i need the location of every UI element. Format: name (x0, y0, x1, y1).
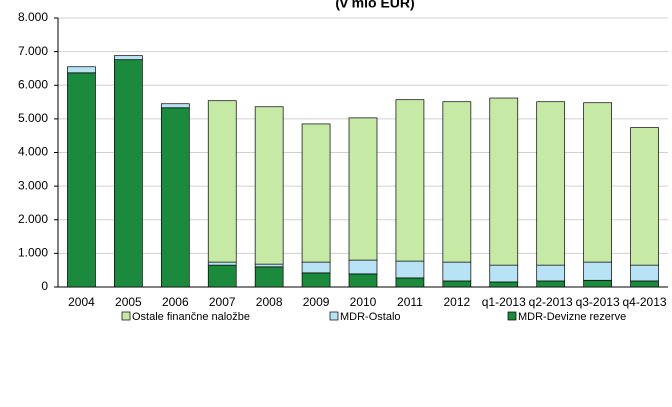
x-tick-label: 2009 (303, 295, 330, 309)
x-tick-label: 2005 (115, 295, 142, 309)
bar-segment (489, 97, 519, 266)
legend-label: MDR-Ostalo (340, 311, 401, 323)
bar-segment (630, 280, 659, 288)
x-tick-label: 2004 (68, 295, 95, 309)
bar-segment (114, 59, 143, 288)
x-tick-label: 2011 (397, 295, 423, 309)
bar-segment (442, 101, 472, 263)
bar-segment (348, 259, 378, 275)
bar-segment (489, 281, 519, 288)
bar-segment (254, 266, 284, 288)
bar-segment (207, 100, 237, 263)
legend-swatch (121, 311, 131, 321)
bar-segment (348, 273, 378, 288)
bar-segment (114, 55, 143, 61)
bar-segment (348, 117, 378, 261)
x-tick-label: q2-2013 (529, 295, 573, 309)
legend-swatch (507, 311, 517, 321)
bar-segment (536, 101, 566, 266)
bar-segment (301, 123, 331, 263)
bar-segment (395, 277, 425, 288)
bar-segment (442, 261, 472, 282)
x-tick-label: 2008 (256, 295, 283, 309)
bar-segment (395, 260, 425, 279)
bar-segment (67, 66, 96, 74)
bar-segment (207, 261, 237, 266)
y-tick-label: 1.000 (18, 246, 48, 260)
bar-segment (160, 107, 190, 288)
y-tick-label: 8.000 (18, 10, 48, 24)
x-tick-label: q1-2013 (482, 295, 526, 309)
bar-segment (489, 264, 519, 283)
y-tick-label: 4.000 (18, 145, 48, 159)
x-tick-label: 2007 (209, 295, 236, 309)
bar-segment (254, 106, 284, 265)
chart-title: (v mio EUR) (335, 0, 414, 11)
x-tick-label: 2006 (162, 295, 189, 309)
bar-segment (395, 99, 425, 262)
bar-segment (254, 263, 284, 268)
bar-segment (536, 280, 566, 288)
y-tick-label: 5.000 (18, 111, 48, 125)
bar-segment (583, 102, 612, 263)
bar-segment (301, 272, 331, 288)
legend-label: Ostale finančne naložbe (132, 311, 250, 323)
bar-segment (207, 264, 237, 288)
bar-segment (160, 103, 190, 109)
bar-segment (67, 72, 96, 288)
bar-segment (583, 261, 612, 281)
bar-segment (301, 261, 331, 274)
legend-swatch (329, 311, 339, 321)
bar-segment (630, 264, 659, 282)
x-tick-label: q4-2013 (623, 295, 667, 309)
y-tick-label: 6.000 (18, 77, 48, 91)
y-tick-label: 7.000 (18, 44, 48, 58)
x-tick-label: q3-2013 (576, 295, 620, 309)
x-tick-label: 2012 (443, 295, 470, 309)
y-tick-label: 2.000 (18, 212, 48, 226)
bar-segment (583, 279, 612, 288)
y-tick-label: 3.000 (18, 178, 48, 192)
bar-segment (630, 127, 659, 266)
bar-segment (442, 280, 472, 288)
y-tick-label: 0 (41, 279, 48, 293)
legend-label: MDR-Devizne rezerve (518, 311, 626, 323)
bar-segment (536, 264, 566, 282)
x-tick-label: 2010 (350, 295, 377, 309)
